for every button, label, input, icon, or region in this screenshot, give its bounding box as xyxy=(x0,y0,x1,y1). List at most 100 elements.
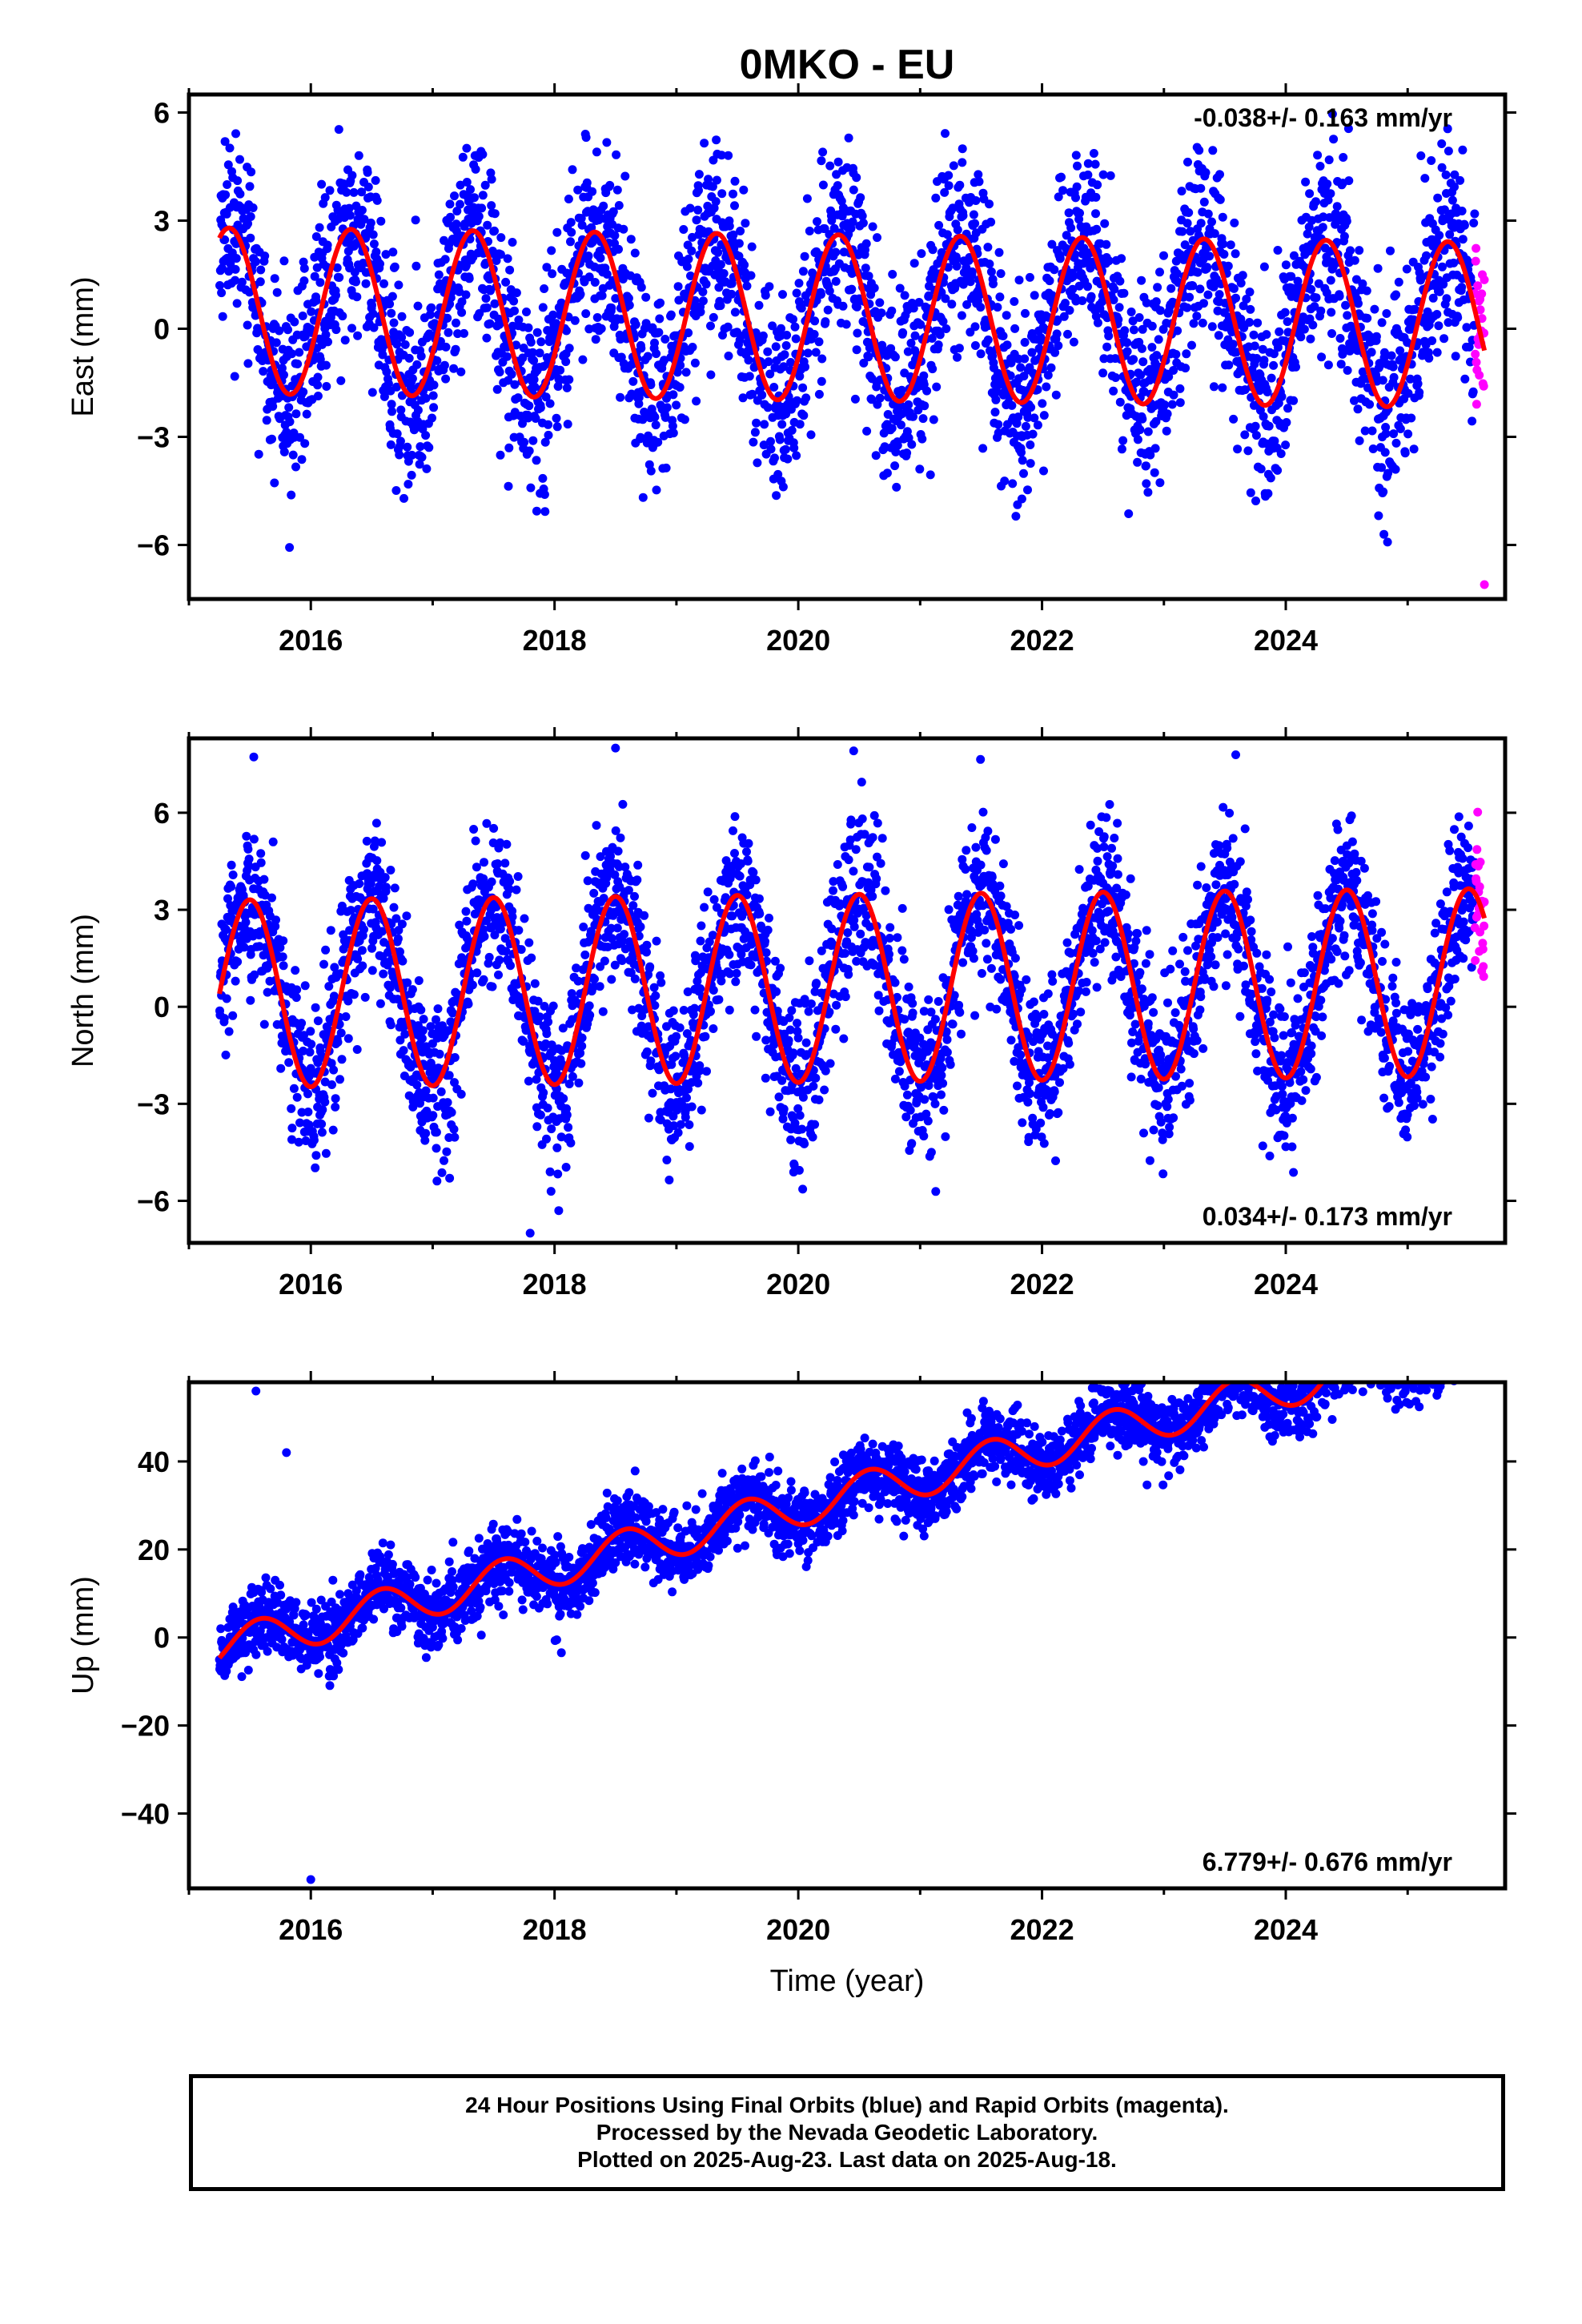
final-orbit-point xyxy=(284,403,294,412)
final-orbit-point xyxy=(1373,263,1383,273)
final-orbit-point xyxy=(496,450,505,460)
final-orbit-point xyxy=(957,311,966,320)
final-orbit-point xyxy=(393,934,403,943)
final-orbit-point xyxy=(1185,292,1195,302)
final-orbit-point xyxy=(892,482,901,492)
final-orbit-point xyxy=(1344,176,1354,186)
final-orbit-point xyxy=(934,340,943,350)
final-orbit-point xyxy=(524,446,534,456)
final-orbit-point xyxy=(596,253,605,263)
final-orbit-point xyxy=(1365,400,1375,409)
final-orbit-point xyxy=(910,331,920,340)
final-orbit-point xyxy=(712,175,721,185)
final-orbit-point xyxy=(347,171,357,180)
final-orbit-point xyxy=(450,1053,460,1062)
final-orbit-point xyxy=(630,248,640,258)
final-orbit-point xyxy=(444,328,453,337)
final-orbit-point xyxy=(482,303,492,312)
final-orbit-point xyxy=(708,182,717,191)
final-orbit-point xyxy=(321,1148,331,1158)
final-orbit-point xyxy=(801,1038,811,1047)
final-orbit-point xyxy=(753,458,762,468)
final-orbit-point xyxy=(303,1089,312,1099)
final-orbit-point xyxy=(319,959,328,969)
final-orbit-point xyxy=(526,483,536,493)
final-orbit-point xyxy=(1208,146,1218,155)
final-orbit-point xyxy=(775,435,785,444)
final-orbit-point xyxy=(299,263,309,273)
final-orbit-point xyxy=(949,161,958,171)
final-orbit-point xyxy=(811,1073,821,1083)
final-orbit-point xyxy=(461,907,471,916)
final-orbit-point xyxy=(698,287,708,296)
x-tick-label: 2024 xyxy=(1254,624,1318,657)
final-orbit-point xyxy=(480,931,489,941)
final-orbit-point xyxy=(709,1024,718,1033)
final-orbit-point xyxy=(676,1120,685,1129)
final-orbit-point xyxy=(1379,529,1389,539)
final-orbit-point xyxy=(407,470,416,480)
final-orbit-point xyxy=(694,170,704,179)
final-orbit-point xyxy=(1059,312,1069,321)
final-orbit-point xyxy=(472,862,481,872)
final-orbit-point xyxy=(656,978,666,987)
final-orbit-point xyxy=(1250,341,1259,351)
final-orbit-point xyxy=(1177,187,1186,196)
final-orbit-point xyxy=(287,1104,296,1113)
final-orbit-point xyxy=(711,197,721,207)
final-orbit-point xyxy=(749,437,758,447)
final-orbit-point xyxy=(1218,212,1227,222)
final-orbit-point xyxy=(1129,355,1138,364)
final-orbit-point xyxy=(458,152,468,162)
final-orbit-point xyxy=(653,437,663,447)
final-orbit-point xyxy=(408,374,417,384)
final-orbit-point xyxy=(514,926,524,935)
final-orbit-point xyxy=(520,914,529,923)
final-orbit-point xyxy=(386,440,396,449)
final-orbit-point xyxy=(612,185,622,195)
final-orbit-point xyxy=(512,288,521,298)
final-orbit-point xyxy=(798,1184,808,1194)
final-orbit-point xyxy=(989,279,998,288)
final-orbit-point xyxy=(570,316,580,325)
final-orbit-point xyxy=(480,858,488,867)
final-orbit-point xyxy=(1063,329,1072,339)
final-orbit-point xyxy=(763,925,773,935)
final-orbit-point xyxy=(681,1112,690,1122)
final-orbit-point xyxy=(937,287,946,297)
final-orbit-point xyxy=(275,326,284,336)
final-orbit-point xyxy=(746,271,756,280)
final-orbit-point xyxy=(1093,318,1102,328)
final-orbit-point xyxy=(1326,189,1335,199)
final-orbit-point xyxy=(758,331,768,340)
final-orbit-point xyxy=(1055,254,1065,263)
final-orbit-point xyxy=(924,291,934,300)
final-orbit-point xyxy=(222,994,231,1003)
final-orbit-point xyxy=(891,447,901,456)
final-orbit-point xyxy=(450,191,459,201)
final-orbit-point xyxy=(335,1075,344,1084)
final-orbit-point xyxy=(576,214,586,223)
final-orbit-point xyxy=(366,218,375,227)
final-orbit-point xyxy=(636,344,646,353)
final-orbit-point xyxy=(1456,175,1465,185)
final-orbit-point xyxy=(1458,235,1468,244)
final-orbit-point xyxy=(736,227,745,235)
final-orbit-point xyxy=(1162,409,1172,419)
final-orbit-point xyxy=(1118,436,1128,445)
final-orbit-point xyxy=(651,420,661,430)
final-orbit-point xyxy=(578,355,588,364)
final-orbit-point xyxy=(991,395,1001,404)
final-orbit-point xyxy=(804,1007,813,1016)
final-orbit-point xyxy=(1264,421,1274,431)
final-orbit-point xyxy=(292,1092,302,1102)
final-orbit-point xyxy=(1379,487,1388,497)
final-orbit-point xyxy=(1195,146,1204,155)
final-orbit-point xyxy=(584,251,593,261)
final-orbit-point xyxy=(1104,332,1114,340)
final-orbit-point xyxy=(329,991,339,1001)
final-orbit-point xyxy=(676,360,685,370)
final-orbit-point xyxy=(754,894,764,903)
final-orbit-point xyxy=(1207,322,1217,332)
